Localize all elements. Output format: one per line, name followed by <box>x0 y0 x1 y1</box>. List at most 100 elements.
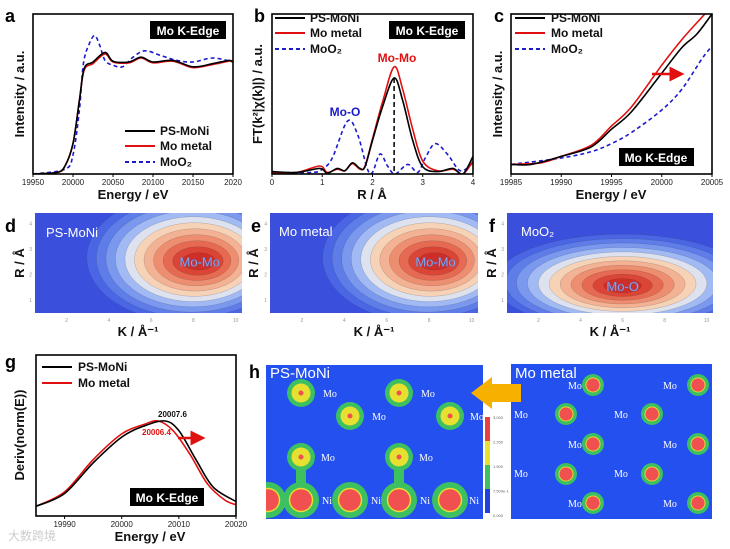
atom-label: Mo <box>419 453 433 464</box>
y-axis-label-c: Intensity / a.u. <box>490 51 505 138</box>
x-tick-label: 8 <box>192 318 195 324</box>
x-tick-label: 4 <box>579 318 582 324</box>
atom-label: Mo <box>470 412 484 423</box>
legend-label: Mo metal <box>310 26 362 40</box>
atom-density-core <box>396 454 402 460</box>
panel-letter-b: b <box>254 6 265 26</box>
badge-text: Mo K-Edge <box>157 24 220 38</box>
atom-density-core <box>339 489 361 511</box>
x-tick-label: 10 <box>233 318 239 324</box>
panel-letter-h: h <box>249 362 260 382</box>
atom-density-core <box>645 407 659 421</box>
y-tick-label: 1 <box>29 298 32 304</box>
map-title-f: MoO₂ <box>521 224 554 239</box>
x-tick-label: 20050 <box>102 178 125 187</box>
x-tick-label: 20005 <box>701 178 724 187</box>
x-axis-label-a: Energy / eV <box>98 187 169 202</box>
colorbar-tick-label: 7.500e-1 <box>493 489 510 494</box>
x-tick-label: 3 <box>421 178 426 187</box>
x-tick-label: 4 <box>471 178 476 187</box>
x-tick-label: 2020 <box>224 178 242 187</box>
legend-c: PS-MoNi Mo metal MoO₂ <box>515 11 603 56</box>
mo-metal-map <box>511 364 712 519</box>
x-tick-label: 8 <box>663 318 666 324</box>
plot-frame <box>32 13 234 175</box>
legend-label: Mo metal <box>551 26 603 40</box>
colorbar-segment <box>485 417 490 441</box>
x-tick-label: 10 <box>704 318 710 324</box>
y-axis-label-b: FT(k²|χ(k)|) / a.u. <box>250 44 265 144</box>
series-line-ps <box>36 420 236 508</box>
atom-label: Ni <box>469 496 479 507</box>
y-tick-label: 4 <box>264 221 267 227</box>
legend-label: MoO₂ <box>160 155 192 169</box>
x-axis-label-e: K / Å⁻¹ <box>354 324 395 339</box>
legend-b: PS-MoNi Mo metal MoO₂ <box>275 11 362 56</box>
colorbar-tick-label: 2.250 <box>493 440 504 445</box>
y-axis-label-f: R / Å <box>484 248 499 278</box>
x-tick-label: 1 <box>320 178 325 187</box>
map-title-e: Mo metal <box>279 224 333 239</box>
x-tick-label: 4 <box>108 318 111 324</box>
contour-level <box>417 252 452 271</box>
bond-density <box>296 470 306 484</box>
atom-density-core <box>559 407 573 421</box>
y-tick-label: 3 <box>29 247 32 253</box>
y-tick-label: 3 <box>501 247 504 253</box>
x-axis-label-d: K / Å⁻¹ <box>118 324 159 339</box>
legend-label: Mo metal <box>78 376 130 390</box>
atom-label: Mo <box>514 469 528 480</box>
y-tick-label: 1 <box>501 298 504 304</box>
x-axis-label-c: Energy / eV <box>576 187 647 202</box>
x-tick-label: 4 <box>343 318 346 324</box>
y-tick-label: 4 <box>501 221 504 227</box>
y-tick-label: 2 <box>29 273 32 279</box>
panel-letter-g: g <box>5 352 16 372</box>
panel-letter-f: f <box>489 216 496 236</box>
colorbar-tick-label: 3.000 <box>493 415 504 420</box>
bond-density <box>394 470 404 484</box>
contour-level <box>182 252 216 271</box>
annotation-mo-o: Mo-O <box>330 105 361 119</box>
atom-label: Mo <box>614 469 628 480</box>
atom-label: Mo <box>663 381 677 392</box>
annotation-20006-4: 20006.4 <box>142 428 171 437</box>
x-tick-label: 20000 <box>111 520 134 529</box>
atom-density-core <box>691 378 705 392</box>
legend-label: PS-MoNi <box>551 11 600 25</box>
plot-frame <box>35 354 237 517</box>
x-axis-label-g: Energy / eV <box>115 529 186 544</box>
atom-density-core <box>447 413 453 419</box>
x-tick-label: 20000 <box>651 178 674 187</box>
x-tick-label: 2 <box>537 318 540 324</box>
plot-area <box>272 14 473 174</box>
badge-text: Mo K-Edge <box>396 24 459 38</box>
legend-g: PS-MoNi Mo metal <box>42 360 130 390</box>
colorbar: 3.000 2.250 1.500 7.500e-1 0.000 <box>485 415 510 518</box>
badge-a: Mo K-Edge <box>150 21 226 39</box>
x-tick-label: 2 <box>370 178 375 187</box>
atom-label: Ni <box>420 496 430 507</box>
x-tick-label: 20150 <box>182 178 205 187</box>
y-tick-label: 2 <box>264 273 267 279</box>
x-tick-label: 8 <box>428 318 431 324</box>
atom-density-core <box>439 489 461 511</box>
atom-label: Mo <box>614 410 628 421</box>
peak-label: Mo-Mo <box>180 255 220 270</box>
y-tick-label: 4 <box>29 221 32 227</box>
atom-label: Mo <box>372 412 386 423</box>
plot-a: 19950 20000 20050 20100 20150 2020 <box>22 13 242 187</box>
x-tick-label: 2 <box>300 318 303 324</box>
y-tick-label: 1 <box>264 298 267 304</box>
x-tick-label: 20010 <box>168 520 191 529</box>
colorbar-segment <box>485 441 490 465</box>
plot-area <box>33 14 233 174</box>
y-axis-label-d: R / Å <box>12 248 27 278</box>
colorbar-tick-label: 1.500 <box>493 464 504 469</box>
atom-density-core <box>396 390 402 396</box>
panel-letter-a: a <box>5 6 16 26</box>
x-tick-label: 6 <box>621 318 624 324</box>
series-line-moo2 <box>272 119 473 174</box>
